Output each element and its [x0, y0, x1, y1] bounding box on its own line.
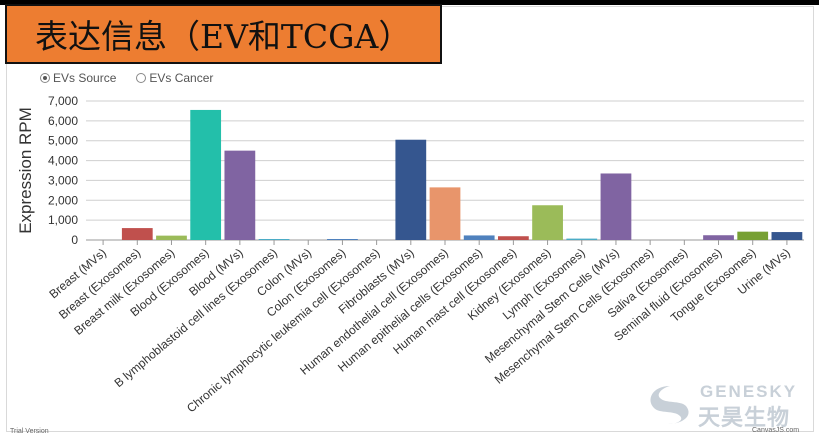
bar: [532, 205, 563, 240]
slide-title: 表达信息（EV和TCGA）: [5, 4, 442, 64]
canvasjs-credit[interactable]: CanvasJS.com: [752, 427, 800, 434]
bar: [121, 228, 153, 240]
top-border: [0, 0, 819, 5]
y-axis-label: Expression RPM: [16, 107, 35, 234]
bar: [497, 236, 529, 240]
radio-selected-icon: [40, 73, 50, 83]
bar: [156, 235, 187, 240]
radio-evs-source[interactable]: EVs Source: [40, 71, 116, 85]
bar: [327, 239, 358, 240]
bar: [600, 173, 632, 240]
bar: [463, 235, 495, 240]
bar: [703, 235, 734, 240]
y-tick-label: 5,000: [48, 134, 78, 148]
bar: [566, 238, 598, 240]
radio-label-evs-cancer: EVs Cancer: [149, 71, 214, 85]
bar: [190, 109, 222, 240]
y-tick-label: 0: [71, 233, 78, 247]
logo-name-en: GENESKY: [700, 382, 798, 401]
y-tick-label: 6,000: [48, 114, 78, 128]
bar: [771, 232, 803, 240]
bar: [224, 150, 256, 240]
bar: [429, 187, 461, 240]
y-tick-label: 7,000: [48, 94, 78, 108]
company-logo: GENESKY 天昊生物: [640, 380, 810, 431]
y-tick-label: 3,000: [48, 173, 78, 187]
bar: [737, 231, 769, 240]
source-toggle: EVs Source EVs Cancer: [40, 71, 213, 85]
y-tick-label: 4,000: [48, 154, 78, 168]
genesky-swirl-icon: [650, 386, 689, 424]
bar: [258, 239, 290, 240]
bar: [395, 139, 427, 240]
logo-name-cn: 天昊生物: [698, 406, 791, 431]
radio-unselected-icon: [136, 73, 147, 83]
radio-evs-cancer[interactable]: EVs Cancer: [136, 71, 213, 85]
radio-label-evs-source: EVs Source: [53, 71, 117, 85]
y-tick-label: 1,000: [48, 213, 78, 227]
trial-version-text: Trial Version: [10, 428, 49, 435]
y-tick-label: 2,000: [48, 193, 78, 207]
